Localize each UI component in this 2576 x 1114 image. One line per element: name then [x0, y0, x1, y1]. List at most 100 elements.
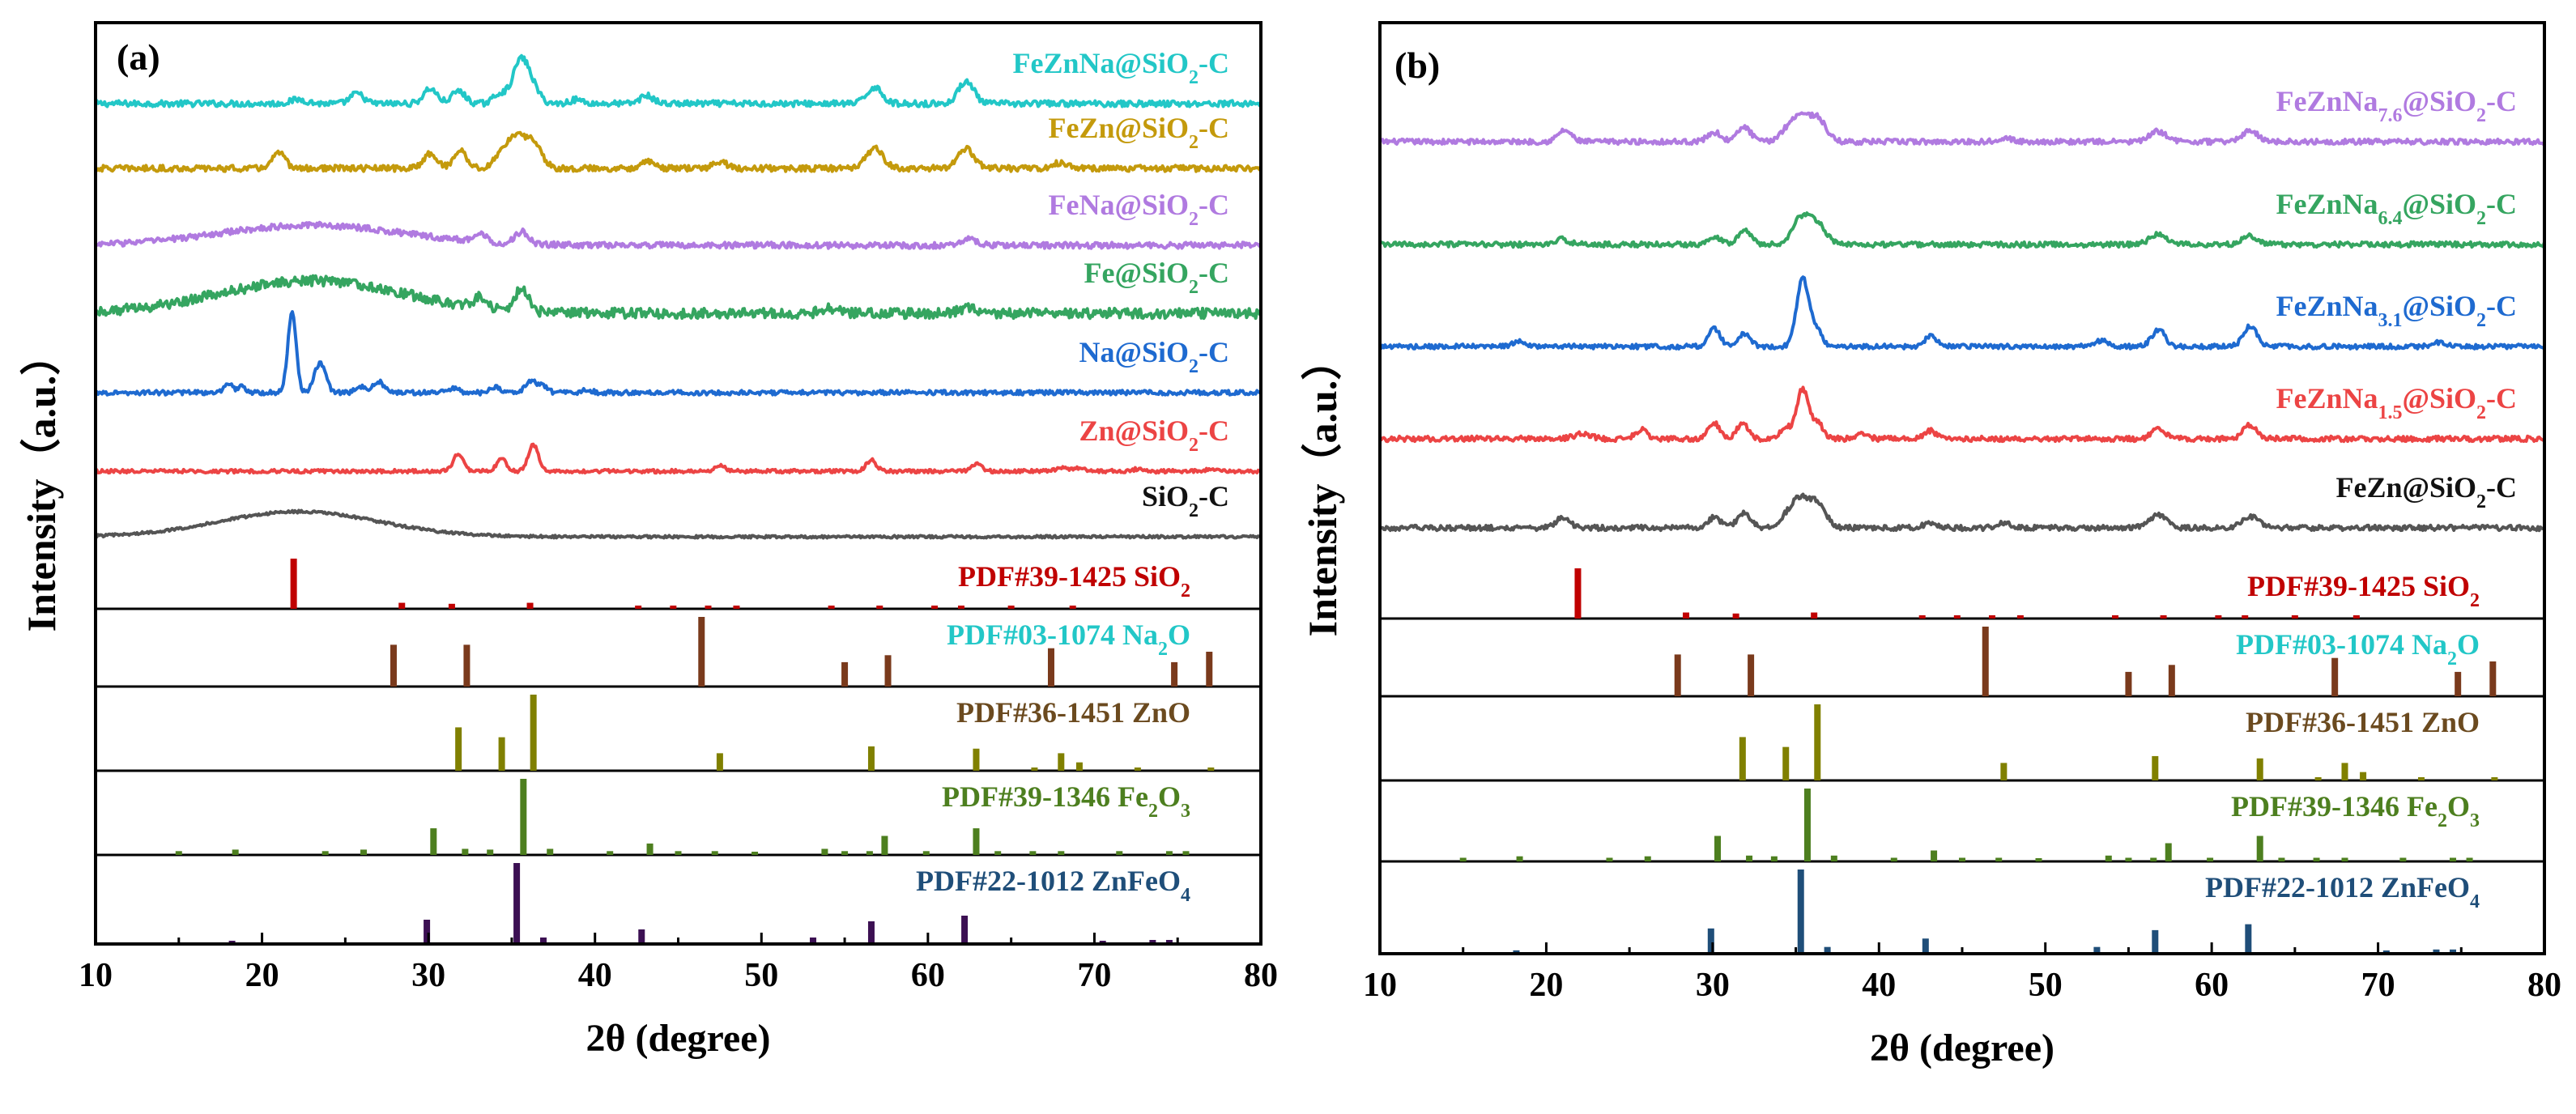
reference-stick	[2207, 857, 2214, 861]
reference-stick	[2016, 615, 2024, 619]
reference-stick	[1782, 746, 1790, 780]
reference-stick	[733, 606, 740, 609]
reference-pattern: PDF#39-1425 SiO2	[96, 559, 1261, 610]
xrd-pattern-line	[1378, 275, 2546, 351]
xrd-pattern-line	[1378, 385, 2546, 444]
series-label: SiO2-C	[1142, 480, 1229, 521]
reference-stick	[2450, 857, 2457, 861]
reference-stick	[2341, 857, 2348, 861]
panel-a: PDF#39-1425 SiO2 PDF#03-1074 Na2O PDF#36-1…	[19, 21, 1278, 1060]
reference-stick	[2291, 615, 2298, 619]
reference-stick	[547, 848, 554, 855]
xrd-pattern-line	[95, 310, 1262, 397]
reference-stick	[1922, 938, 1929, 954]
reference-stick	[994, 851, 1002, 855]
x-tick-label: 40	[578, 957, 612, 994]
reference-stick	[841, 661, 849, 687]
reference-stick	[2215, 615, 2222, 619]
series-label: FeZnNa1.5@SiO2-C	[2276, 382, 2517, 423]
reference-pattern: PDF#39-1346 Fe2O3	[1380, 789, 2544, 863]
reference-stick	[1069, 606, 1076, 609]
reference-stick	[675, 851, 682, 855]
x-axis-title: 2θ (degree)	[585, 1017, 770, 1060]
x-tick-label: 40	[1862, 967, 1896, 1004]
reference-stick	[2314, 777, 2322, 780]
reference-stick	[1953, 615, 1961, 619]
reference-stick	[1047, 648, 1054, 687]
reference-pattern: PDF#39-1346 Fe2O3	[96, 779, 1261, 857]
reference-stick	[1830, 855, 1837, 861]
reference-label: PDF#03-1074 Na2O	[2236, 628, 2480, 670]
reference-stick	[2125, 857, 2132, 861]
reference-stick	[530, 695, 537, 771]
x-tick-label: 50	[744, 957, 778, 994]
reference-stick	[2417, 777, 2425, 780]
reference-stick	[1682, 612, 1689, 619]
reference-stick	[1459, 857, 1467, 861]
reference-stick	[1007, 606, 1015, 609]
reference-label: PDF#22-1012 ZnFeO4	[916, 865, 1190, 906]
reference-pattern: PDF#03-1074 Na2O	[1380, 627, 2544, 698]
reference-stick	[1171, 661, 1178, 687]
reference-stick	[1714, 836, 1722, 861]
reference-stick	[1182, 851, 1190, 855]
reference-stick	[2000, 763, 2008, 780]
reference-stick	[1031, 767, 1038, 771]
y-axis-title: Intensity（a.u.）	[1300, 340, 1345, 637]
reference-stick	[1732, 613, 1739, 619]
reference-stick	[607, 851, 614, 855]
reference-stick	[1918, 615, 1926, 619]
reference-pattern: PDF#36-1451 ZnO	[96, 695, 1261, 772]
reference-stick	[705, 606, 712, 609]
reference-stick	[1075, 762, 1083, 771]
reference-stick	[2256, 758, 2263, 780]
reference-stick	[2152, 755, 2159, 780]
reference-stick	[2360, 772, 2367, 780]
reference-stick	[1797, 870, 1804, 954]
reference-stick	[961, 916, 969, 944]
reference-stick	[430, 828, 437, 855]
reference-stick	[931, 606, 939, 609]
reference-stick	[1513, 950, 1520, 954]
y-axis-title: Intensity（a.u.）	[19, 335, 64, 632]
xrd-pattern-line	[1379, 111, 2546, 147]
x-tick-label: 60	[2195, 967, 2229, 1004]
reference-stick	[1606, 857, 1613, 861]
reference-stick	[1890, 857, 1897, 861]
reference-stick	[321, 851, 329, 855]
reference-stick	[867, 746, 875, 771]
reference-stick	[711, 851, 718, 855]
reference-label: PDF#36-1451 ZnO	[956, 696, 1190, 729]
reference-stick	[1982, 627, 1989, 696]
x-tick-label: 80	[1244, 957, 1278, 994]
series-label: FeZnNa@SiO2-C	[1012, 47, 1229, 88]
reference-stick	[2035, 858, 2042, 861]
x-axis-title: 2θ (degree)	[1870, 1027, 2054, 1069]
reference-label: PDF#39-1346 Fe2O3	[2231, 790, 2480, 831]
x-tick-label: 60	[911, 957, 945, 994]
series-label: FeZn@SiO2-C	[1048, 112, 1229, 153]
xrd-pattern-line	[94, 274, 1262, 321]
x-tick-label: 30	[1696, 967, 1730, 1004]
xrd-pattern-line	[94, 442, 1262, 475]
reference-stick	[1116, 851, 1123, 855]
reference-stick	[398, 602, 406, 609]
reference-pattern: PDF#03-1074 Na2O	[96, 617, 1261, 688]
reference-label: PDF#39-1425 SiO2	[958, 560, 1190, 602]
xrd-pattern-line	[1378, 211, 2546, 249]
reference-stick	[635, 606, 642, 609]
reference-stick	[1165, 851, 1173, 855]
reference-stick	[866, 851, 873, 855]
series-label: FeZnNa7.6@SiO2-C	[2276, 85, 2517, 126]
reference-stick	[1165, 940, 1173, 944]
panel-label: (b)	[1394, 45, 1440, 86]
reference-stick	[1134, 767, 1141, 771]
reference-stick	[1149, 940, 1156, 944]
reference-stick	[973, 828, 980, 855]
series-label: FeZnNa6.4@SiO2-C	[2276, 188, 2517, 229]
x-tick-label: 20	[1529, 967, 1563, 1004]
reference-stick	[1674, 654, 1681, 696]
reference-stick	[1959, 857, 1965, 861]
reference-stick	[448, 603, 455, 609]
